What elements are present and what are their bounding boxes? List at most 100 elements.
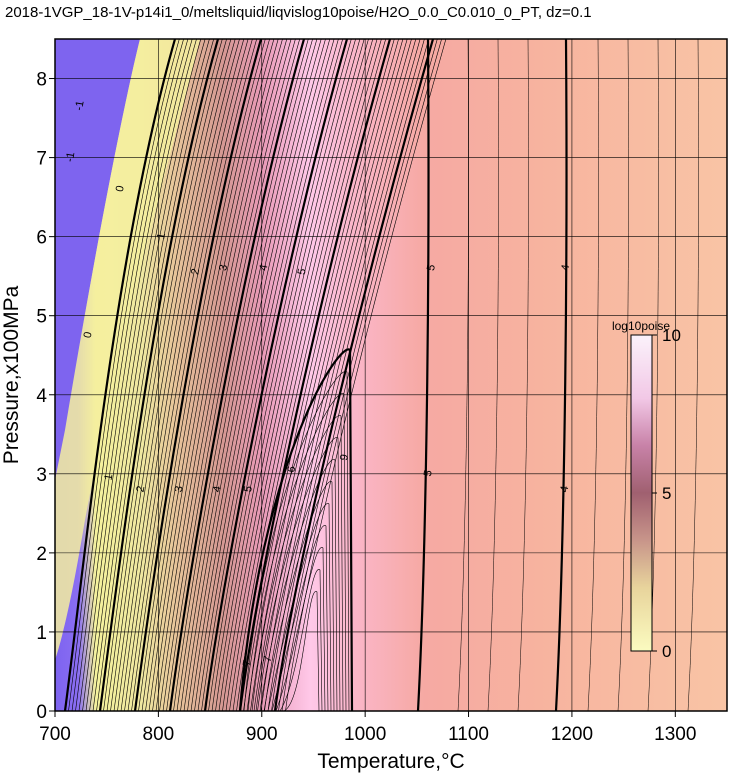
plot-frame <box>54 38 728 712</box>
contour-line <box>92 39 210 711</box>
contour-label: -1 <box>73 100 87 112</box>
contour-line <box>152 39 283 711</box>
contour-label: 0 <box>114 185 127 193</box>
x-axis-label: Temperature,°C <box>317 750 464 773</box>
contour-line <box>71 39 184 711</box>
contour-line <box>180 39 318 711</box>
contour-line <box>106 39 227 711</box>
y-tick-label: 3 <box>36 465 47 486</box>
contour-line <box>267 39 425 711</box>
y-tick-label: 5 <box>36 307 47 328</box>
contour-line <box>257 39 412 711</box>
contour-line <box>232 39 382 711</box>
colorbar-tick-label: 0 <box>662 642 671 661</box>
contour-line <box>133 39 263 711</box>
contour-label: 7 <box>241 659 254 667</box>
contour-line <box>148 39 279 711</box>
contour-line <box>416 39 430 711</box>
contour-line <box>117 39 240 711</box>
contour-line <box>183 39 322 711</box>
y-tick-label: 0 <box>36 702 47 723</box>
contour-label: 7 <box>262 655 275 663</box>
contour-label: 2 <box>189 268 202 276</box>
contour-line <box>176 39 313 711</box>
contour-lines <box>63 39 699 711</box>
y-axis: 0 1 2 3 4 5 6 7 8 <box>36 70 55 723</box>
low-viscosity-region <box>55 39 140 480</box>
contour-line <box>75 39 189 711</box>
contour-line <box>78 39 193 711</box>
contour-line <box>166 39 300 711</box>
contour-line <box>554 39 568 711</box>
yellow-band-region <box>55 39 200 660</box>
y-tick-label: 2 <box>36 544 47 565</box>
contour-labels: -1 -1 0 0 1 1 2 2 3 3 4 4 5 5 6 7 7 9 5 5 4 4 <box>64 100 572 667</box>
contour-label: 6 <box>285 465 298 473</box>
contour-line <box>251 415 344 711</box>
contour-line <box>68 39 180 711</box>
contour-line <box>124 39 249 711</box>
x-tick-label: 1200 <box>551 724 593 745</box>
contour-line <box>263 481 335 711</box>
contour-line <box>259 459 338 711</box>
contour-line <box>229 39 378 711</box>
contour-line <box>279 569 323 711</box>
contour-line <box>243 371 350 711</box>
contour-line <box>238 39 392 711</box>
contour-label: 3 <box>217 264 230 272</box>
contour-line <box>201 39 343 711</box>
contour-line <box>120 39 245 711</box>
contour-line <box>127 39 253 711</box>
contour-label: 0 <box>82 331 95 339</box>
contour-line <box>110 39 232 711</box>
contour-label: 3 <box>173 485 186 493</box>
x-tick-label: 800 <box>143 724 175 745</box>
grid-lines <box>55 39 727 711</box>
contour-label: 4 <box>558 485 571 493</box>
contour-line <box>275 547 326 711</box>
contour-line <box>96 39 214 711</box>
contour-label: 5 <box>422 469 435 477</box>
contour-line <box>243 39 395 711</box>
contour-line <box>190 39 331 711</box>
contour-line <box>168 39 306 711</box>
contour-line <box>225 39 374 711</box>
contour-line <box>89 39 206 711</box>
contour-line <box>208 39 352 711</box>
contour-line <box>687 39 699 711</box>
x-axis: 700 800 900 1000 1100 1200 1300 <box>39 711 696 745</box>
contour-line <box>141 39 270 711</box>
contour-line <box>194 39 335 711</box>
contour-label: 1 <box>155 232 168 240</box>
contour-label: -1 <box>64 151 78 163</box>
contour-line <box>159 39 292 711</box>
contour-line <box>203 39 349 711</box>
y-tick-label: 4 <box>36 386 47 407</box>
y-axis-label: Pressure,x100MPa <box>0 285 23 464</box>
contour-label: 5 <box>425 264 438 272</box>
colorbar-label: log10poise <box>612 319 670 333</box>
contour-line <box>162 39 296 711</box>
contour-line <box>617 39 629 711</box>
contour-line <box>113 39 236 711</box>
contour-line <box>238 348 354 711</box>
contour-line <box>138 39 266 711</box>
x-tick-label: 900 <box>246 724 278 745</box>
contour-line <box>82 39 197 711</box>
contour-line <box>264 39 421 711</box>
contour-line <box>271 39 429 711</box>
contour-line <box>103 39 223 711</box>
contour-line <box>487 39 499 711</box>
y-tick-label: 8 <box>36 70 47 91</box>
contour-line <box>187 39 326 711</box>
contour-line <box>98 39 220 711</box>
x-tick-label: 1100 <box>448 724 489 745</box>
contour-line <box>246 39 399 711</box>
contour-label: 4 <box>559 264 572 272</box>
colorbar-fill <box>630 334 653 652</box>
contour-label: 5 <box>242 485 255 493</box>
contour-line <box>197 39 339 711</box>
contour-label: 4 <box>258 264 271 272</box>
x-tick-label: 1300 <box>654 724 696 745</box>
